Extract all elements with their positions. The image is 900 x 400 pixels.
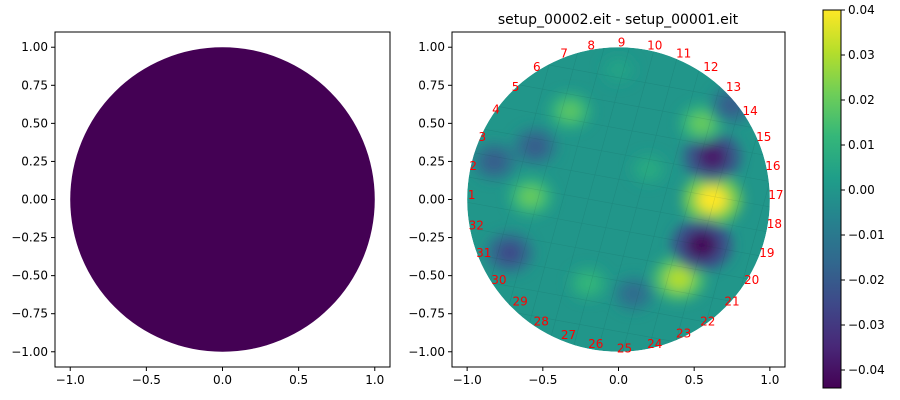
left-conductivity-disk (70, 47, 375, 352)
electrode-label: 13 (726, 80, 741, 94)
x-tick-label: 0.0 (609, 373, 628, 387)
x-tick-label: 0.0 (213, 373, 232, 387)
electrode-label: 23 (676, 327, 691, 341)
x-tick-label: −0.5 (132, 373, 161, 387)
colorbar-gradient (822, 9, 842, 389)
field-blob-core (696, 186, 728, 213)
electrode-label: 12 (703, 60, 718, 74)
y-tick-label: −1.00 (408, 345, 445, 359)
electrode-label: 4 (492, 103, 500, 117)
right-x-axis-ticks: −1.0 −0.5 0.0 0.5 1.0 (453, 367, 779, 387)
electrode-label: 7 (560, 46, 568, 60)
electrode-label: 15 (756, 130, 771, 144)
left-x-axis-ticks: −1.0 −0.5 0.0 0.5 1.0 (56, 367, 384, 387)
x-tick-label: 1.0 (365, 373, 384, 387)
field-blob-core (685, 231, 718, 259)
x-tick-label: −1.0 (453, 373, 482, 387)
y-tick-label: 0.25 (21, 154, 48, 168)
field-blob-core (558, 101, 582, 121)
electrode-label: 3 (478, 130, 486, 144)
y-tick-label: −0.50 (408, 269, 445, 283)
y-tick-label: −1.00 (11, 345, 48, 359)
electrode-label: 20 (744, 273, 759, 287)
y-tick-label: 1.00 (418, 40, 445, 54)
field-blob-core (697, 143, 728, 170)
colorbar-tick-label: −0.04 (848, 363, 885, 377)
y-tick-label: 0.50 (418, 116, 445, 130)
y-tick-label: −0.75 (11, 307, 48, 321)
electrode-label: 29 (512, 295, 527, 309)
electrode-label: 14 (743, 104, 758, 118)
electrode-label: 22 (700, 314, 715, 328)
colorbar-tick-label: 0.01 (848, 138, 875, 152)
electrode-label: 27 (561, 328, 576, 342)
x-tick-label: −1.0 (56, 373, 85, 387)
right-plot-title: setup_00002.eit - setup_00001.eit (498, 12, 739, 28)
field-blob-core (690, 113, 714, 134)
electrode-label: 9 (618, 36, 626, 50)
electrode-label: 26 (588, 337, 603, 351)
colorbar-tick-label: 0.04 (848, 3, 875, 17)
left-plot-area (70, 47, 375, 352)
right-plot: setup_00002.eit - setup_00001.eit 123456… (408, 12, 786, 387)
colorbar-tick-label: −0.02 (848, 273, 885, 287)
electrode-label: 32 (469, 218, 484, 232)
colorbar-tick-label: −0.01 (848, 228, 885, 242)
colorbar-ticks: 0.04 0.03 0.02 0.01 0.00 −0.01 −0.02 −0.03 −0.04 (841, 3, 885, 377)
colorbar-tick-label: −0.03 (848, 318, 885, 332)
electrode-label: 1 (468, 188, 476, 202)
electrode-label: 18 (767, 217, 782, 231)
y-tick-label: 0.25 (418, 154, 445, 168)
y-tick-label: 0.75 (21, 78, 48, 92)
field-blob-core (523, 136, 547, 157)
field-blob-core (578, 274, 599, 292)
electrode-label: 30 (491, 273, 506, 287)
field-blob-core (639, 160, 659, 178)
x-tick-label: 1.0 (760, 373, 779, 387)
field-blob-core (665, 266, 693, 291)
x-tick-label: 0.5 (289, 373, 308, 387)
y-tick-label: 0.00 (418, 193, 445, 207)
field-blob-core (609, 62, 628, 78)
y-tick-label: 0.00 (21, 193, 48, 207)
field-blob-core (482, 151, 506, 172)
y-tick-label: 1.00 (21, 40, 48, 54)
colorbar-tick-label: 0.02 (848, 93, 875, 107)
y-tick-label: −0.75 (408, 307, 445, 321)
electrode-label: 5 (512, 80, 520, 94)
y-tick-label: −0.25 (11, 231, 48, 245)
y-tick-label: −0.25 (408, 231, 445, 245)
electrode-label: 6 (533, 60, 541, 74)
left-y-axis-ticks: 1.00 0.75 0.50 0.25 0.00 −0.25 −0.50 −0.75 −1.00 (11, 40, 55, 359)
field-blob-core (623, 284, 645, 304)
right-y-axis-ticks: 1.00 0.75 0.50 0.25 0.00 −0.25 −0.50 −0.75 −1.00 (408, 40, 452, 359)
x-tick-label: 0.5 (685, 373, 704, 387)
electrode-label: 28 (534, 314, 549, 328)
x-tick-label: −0.5 (528, 373, 557, 387)
y-tick-label: 0.50 (21, 116, 48, 130)
y-tick-label: −0.50 (11, 269, 48, 283)
left-plot: −1.0 −0.5 0.0 0.5 1.0 1.00 0.75 0.50 0.25 0.00 −0… (11, 31, 391, 387)
colorbar-tick-label: 0.03 (848, 48, 875, 62)
electrode-label: 8 (587, 39, 595, 53)
field-blob-core (519, 186, 543, 207)
y-tick-label: 0.75 (418, 78, 445, 92)
electrode-label: 16 (765, 159, 780, 173)
colorbar-tick-label: 0.00 (848, 183, 875, 197)
electrode-label: 11 (676, 46, 691, 60)
electrode-label: 19 (759, 246, 774, 260)
electrode-label: 25 (617, 342, 632, 356)
electrode-label: 24 (647, 337, 662, 351)
electrode-label: 21 (724, 295, 739, 309)
field-blob-core (497, 241, 523, 264)
colorbar: 0.04 0.03 0.02 0.01 0.00 −0.01 −0.02 −0.03 −0.04 (822, 3, 885, 389)
electrode-label: 17 (768, 188, 783, 202)
electrode-label: 2 (469, 159, 477, 173)
electrode-label: 10 (647, 39, 662, 53)
electrode-label: 31 (476, 246, 491, 260)
